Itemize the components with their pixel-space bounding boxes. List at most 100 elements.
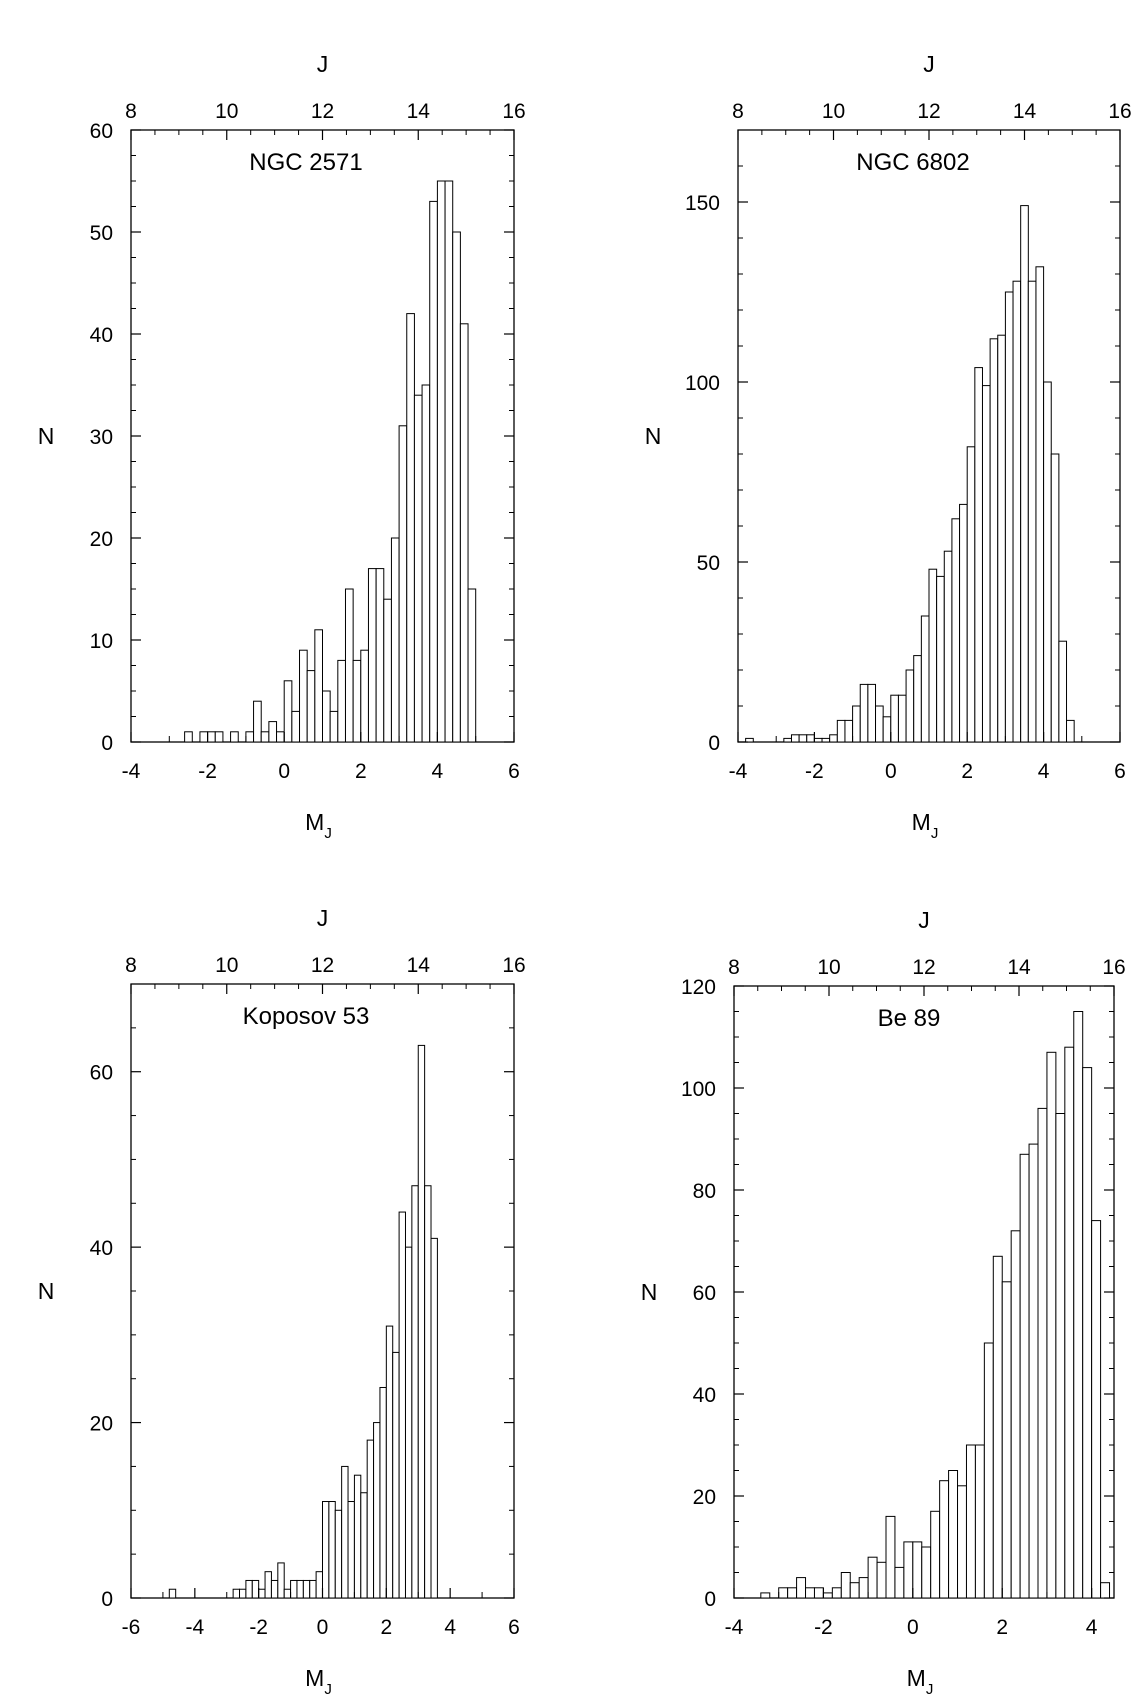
histogram-bar [796, 1577, 807, 1599]
histogram-bar [920, 615, 930, 743]
histogram-bar [921, 1546, 932, 1599]
histogram-bar [406, 313, 415, 743]
y-tick-label: 0 [704, 1588, 716, 1611]
histogram-bar [239, 1588, 247, 1599]
histogram-bar [277, 1562, 285, 1599]
histogram-bar [912, 1541, 923, 1599]
histogram-bar [805, 1587, 815, 1599]
histogram-bar [383, 598, 392, 743]
x-tick-label: 2 [380, 1616, 392, 1639]
histogram-bar [831, 1587, 842, 1599]
x-tick-label: 4 [444, 1616, 456, 1639]
histogram-bar [836, 719, 846, 743]
histogram-bar [366, 1439, 375, 1599]
histogram-bar [245, 731, 255, 743]
x-tick-label: -4 [729, 760, 748, 783]
histogram-bar [199, 731, 209, 743]
y-tick-label: 80 [693, 1180, 716, 1203]
histogram-bar [283, 1588, 292, 1599]
histogram-bar [798, 734, 808, 743]
y-tick-label: 10 [90, 630, 113, 653]
y-tick-label: 40 [693, 1384, 716, 1407]
histogram-bar [309, 1579, 317, 1599]
panel-title: Be 89 [878, 1005, 941, 1032]
histogram-bar [353, 1474, 362, 1599]
histogram-bar [1100, 1582, 1111, 1599]
histogram-bar [230, 731, 239, 743]
x-axis-label: MJ [912, 809, 939, 842]
histogram-bar [974, 367, 983, 743]
histogram-bar [322, 1501, 330, 1599]
histogram-bar [885, 1515, 896, 1599]
top-tick-label: 14 [1013, 100, 1037, 123]
histogram-bar [328, 1501, 336, 1599]
histogram-bar [948, 1470, 959, 1599]
histogram-bar [1020, 205, 1029, 743]
x-tick-label: -2 [814, 1616, 833, 1639]
histogram-bar [822, 1592, 833, 1599]
histogram-bar [813, 1587, 824, 1599]
histogram-bar [745, 737, 754, 743]
y-tick-label: 40 [90, 1237, 113, 1260]
panel-title: Koposov 53 [243, 1003, 370, 1030]
histogram-bar [787, 1587, 798, 1599]
y-tick-label: 20 [693, 1486, 716, 1509]
histogram-bar [268, 721, 278, 743]
histogram-bar [379, 1386, 387, 1599]
histogram-bar [1043, 381, 1052, 743]
y-tick-label: 60 [693, 1282, 716, 1305]
histogram-bar [1050, 453, 1060, 743]
y-tick-label: 20 [90, 1413, 113, 1436]
histogram-bar [322, 690, 331, 743]
histogram-bar [790, 734, 800, 743]
histogram-bar [1027, 280, 1037, 743]
histogram-bar [306, 670, 316, 743]
histogram-bar [1012, 280, 1022, 743]
histogram-bar [1010, 1230, 1021, 1599]
top-tick-label: 12 [311, 100, 334, 123]
histogram-bar [334, 1509, 343, 1599]
histogram-bar [897, 694, 907, 743]
top-tick-label: 16 [1102, 956, 1125, 979]
histogram-bar [253, 700, 262, 743]
x-tick-label: 0 [317, 1616, 329, 1639]
histogram-bar [421, 384, 431, 743]
top-tick-label: 8 [728, 956, 740, 979]
panel-title: NGC 6802 [856, 149, 969, 176]
histogram-bar [894, 1566, 905, 1599]
histogram-bar [1046, 1051, 1057, 1599]
histogram-bar [459, 323, 469, 743]
y-tick-label: 0 [101, 732, 113, 755]
y-tick-label: 50 [90, 222, 113, 245]
x-axis-label-sub: J [931, 825, 939, 842]
histogram-bar [251, 1579, 260, 1599]
top-tick-label: 8 [125, 100, 137, 123]
histogram-bar [981, 385, 991, 743]
histogram-bar [1001, 1281, 1012, 1599]
x-tick-label: 4 [1086, 1616, 1098, 1639]
x-tick-label: 6 [508, 760, 520, 783]
x-axis-label-main: M [907, 1665, 926, 1691]
top-tick-label: 10 [817, 956, 840, 979]
histogram-bar [1028, 1143, 1039, 1599]
histogram-bar [315, 1571, 324, 1599]
histogram-bar [859, 683, 869, 743]
x-tick-label: 0 [907, 1616, 919, 1639]
histogram-bar [260, 731, 270, 743]
x-tick-label: -2 [249, 1616, 268, 1639]
x-tick-label: -2 [805, 760, 824, 783]
histogram-bar [966, 446, 976, 743]
x-tick-label: 2 [355, 760, 367, 783]
histogram-bars [168, 1044, 438, 1599]
y-tick-label: 150 [685, 192, 720, 215]
histogram-bar [974, 1444, 985, 1599]
histogram-bar [367, 568, 377, 743]
histogram-bar [436, 180, 446, 743]
x-tick-label: -4 [122, 760, 141, 783]
histogram-bar [430, 1237, 438, 1599]
histogram-bar [806, 734, 815, 743]
x-tick-label: -2 [198, 760, 217, 783]
histogram-bar [299, 649, 308, 743]
